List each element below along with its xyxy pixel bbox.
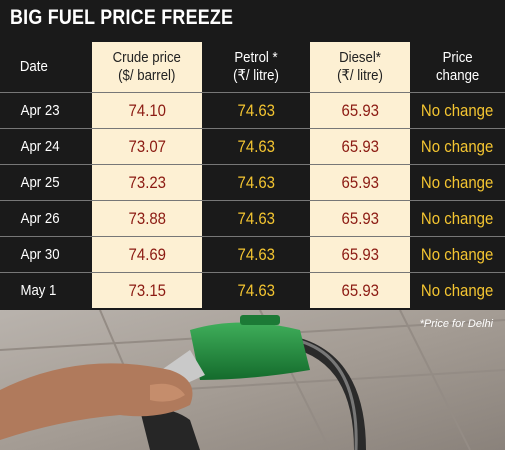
value-cell: 74.63 (202, 129, 310, 164)
value-cell: 65.93 (310, 237, 410, 272)
value-cell: 65.93 (310, 93, 410, 128)
value-cell: 74.63 (202, 165, 310, 200)
value-cell: 65.93 (310, 201, 410, 236)
value-cell: No change (410, 129, 505, 164)
value-cell: 65.93 (310, 129, 410, 164)
header-cell: Crude price ($/ barrel) (92, 42, 202, 92)
row-separator (0, 272, 505, 273)
price-table: Date Crude price ($/ barrel) Petrol * (₹/ … (0, 42, 505, 310)
row-separator (0, 236, 505, 237)
header-cell: Date (0, 42, 92, 92)
header-cell: Price change (410, 42, 505, 92)
value-cell: No change (410, 273, 505, 308)
value-cell: 65.93 (310, 273, 410, 308)
value-cell: No change (410, 93, 505, 128)
row-separator (0, 200, 505, 201)
row-separator (0, 164, 505, 165)
value-cell: No change (410, 237, 505, 272)
value-cell: 74.69 (92, 237, 202, 272)
value-cell: 74.63 (202, 273, 310, 308)
fuel-nozzle-photo (0, 310, 505, 450)
date-cell: Apr 26 (0, 201, 92, 236)
value-cell: 74.63 (202, 93, 310, 128)
value-cell: 65.93 (310, 165, 410, 200)
header-cell: Petrol * (₹/ litre) (202, 42, 310, 92)
date-cell: Apr 25 (0, 165, 92, 200)
date-cell: Apr 24 (0, 129, 92, 164)
date-cell: Apr 23 (0, 93, 92, 128)
value-cell: 73.15 (92, 273, 202, 308)
value-cell: No change (410, 165, 505, 200)
value-cell: 73.23 (92, 165, 202, 200)
row-separator (0, 92, 505, 93)
value-cell: 73.07 (92, 129, 202, 164)
value-cell: 74.10 (92, 93, 202, 128)
title: BIG FUEL PRICE FREEZE (10, 6, 234, 29)
date-cell: May 1 (0, 273, 92, 308)
value-cell: No change (410, 201, 505, 236)
header-cell: Diesel* (₹/ litre) (310, 42, 410, 92)
value-cell: 74.63 (202, 201, 310, 236)
value-cell: 73.88 (92, 201, 202, 236)
row-separator (0, 128, 505, 129)
footnote: *Price for Delhi (419, 318, 493, 330)
date-cell: Apr 30 (0, 237, 92, 272)
value-cell: 74.63 (202, 237, 310, 272)
